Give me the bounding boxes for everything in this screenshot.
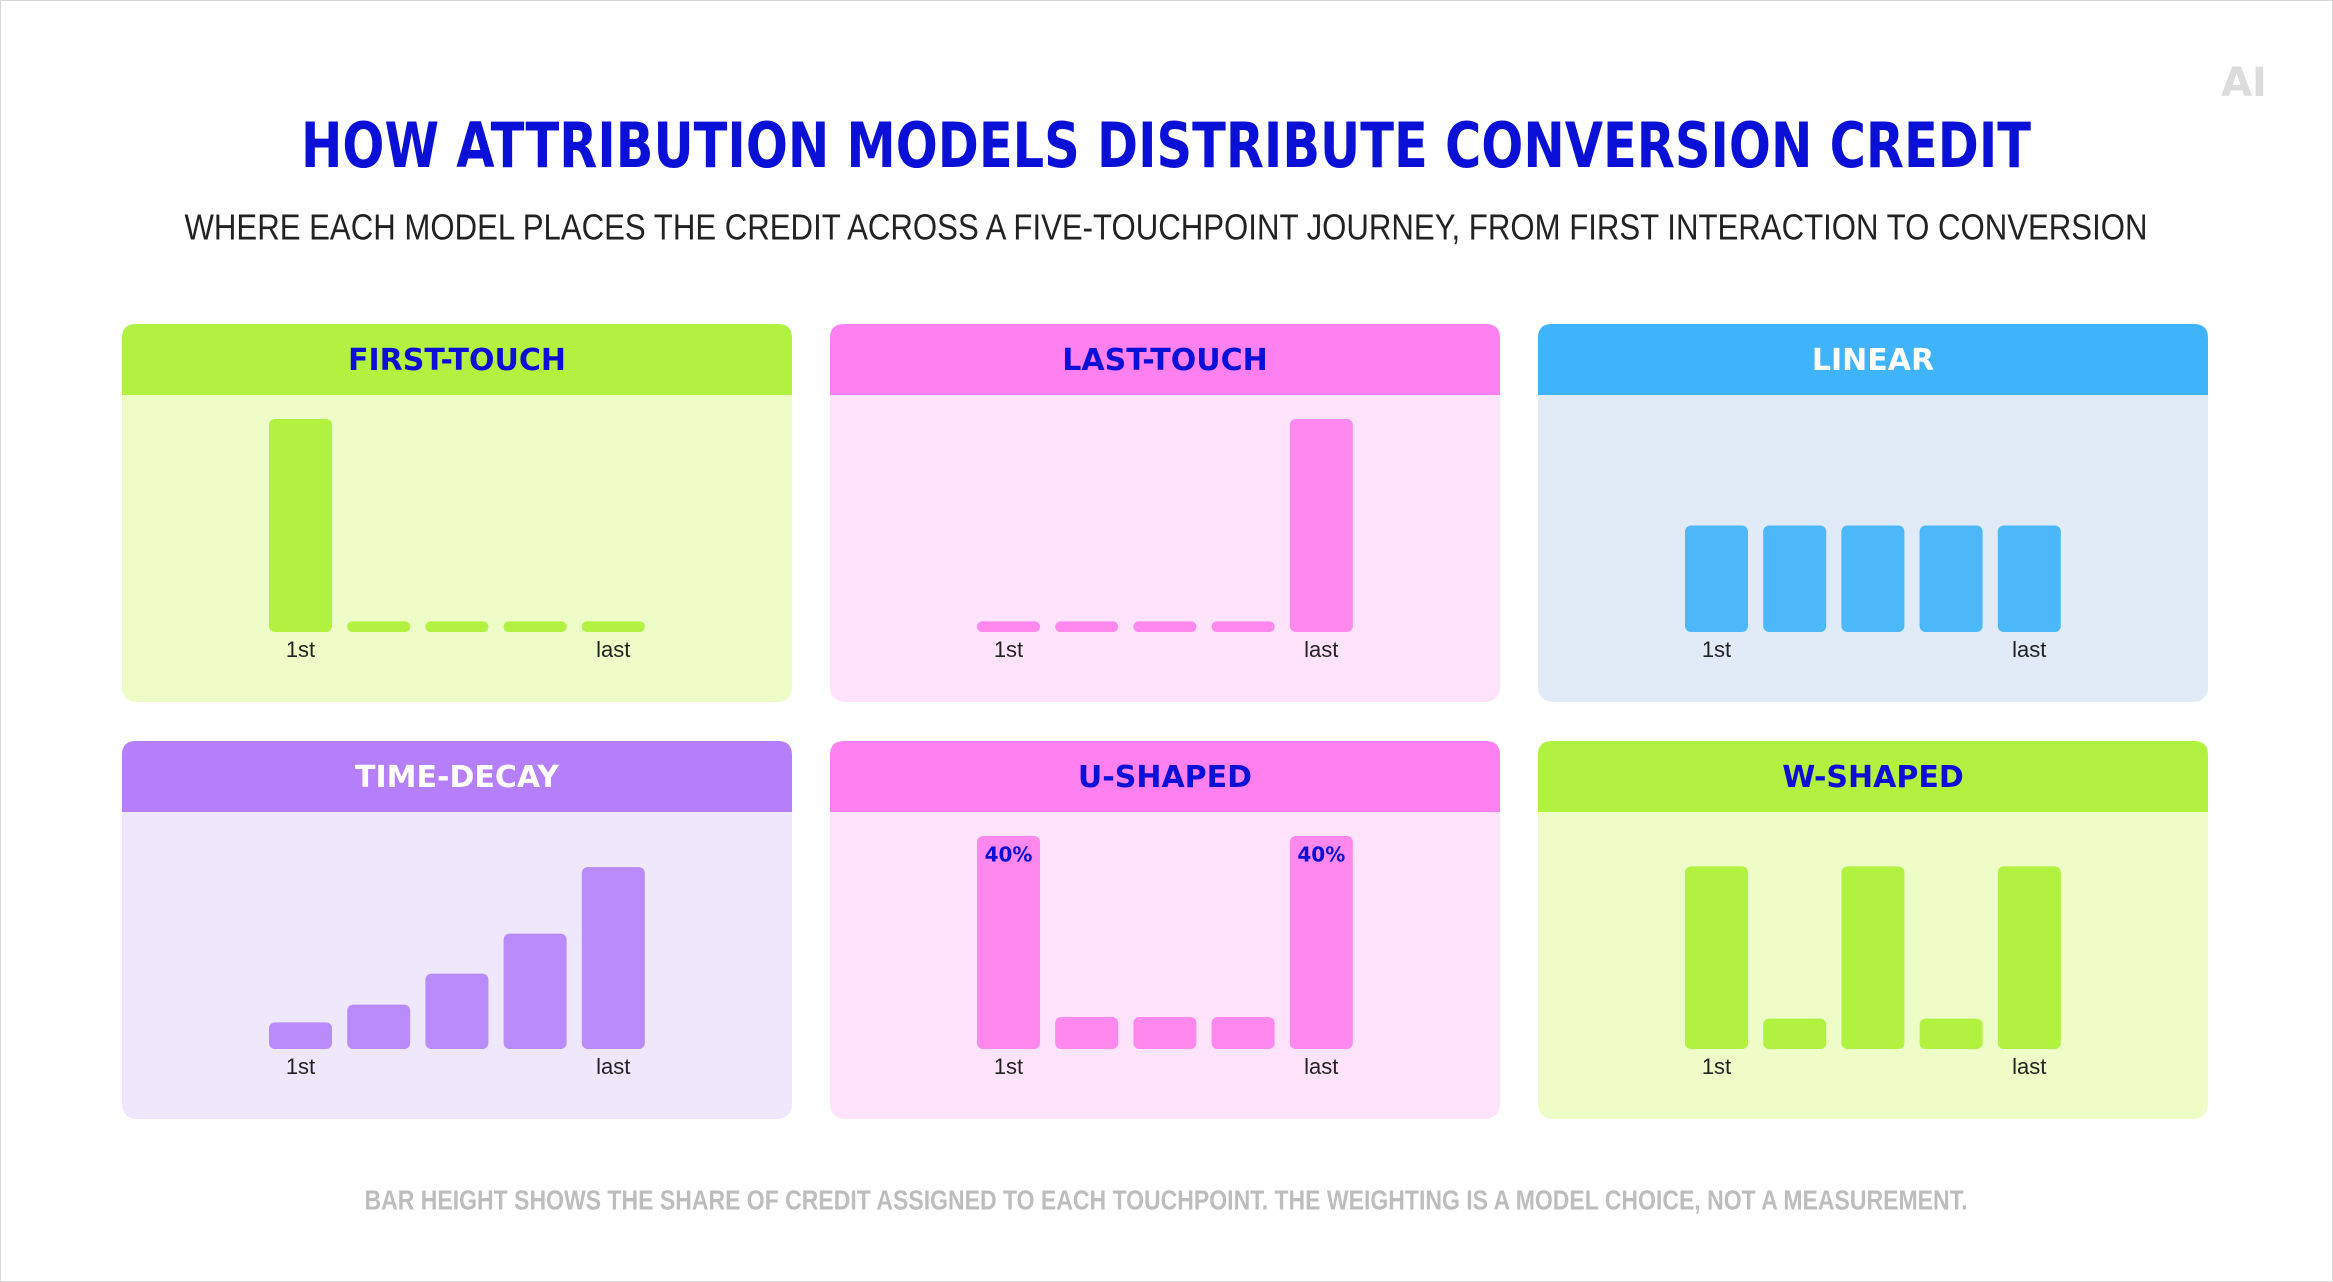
title: HOW ATTRIBUTION MODELS DISTRIBUTE CONVER… bbox=[301, 109, 2031, 182]
bar bbox=[1685, 525, 1748, 632]
bar bbox=[269, 1022, 332, 1049]
bar bbox=[1919, 1018, 1983, 1049]
bar bbox=[1997, 866, 2061, 1049]
bar bbox=[347, 621, 411, 632]
bar bbox=[581, 621, 645, 632]
bar bbox=[1133, 1017, 1197, 1049]
bar bbox=[977, 836, 1040, 1049]
panel-title: LINEAR bbox=[1812, 343, 1934, 378]
logo: AI bbox=[2221, 60, 2267, 106]
x-tick-label: 1st bbox=[994, 1054, 1023, 1079]
chart-panel: LINEAR 1st last bbox=[1538, 324, 2208, 702]
bar bbox=[503, 621, 567, 632]
panel-title: W-SHAPED bbox=[1782, 760, 1964, 795]
panel-header bbox=[830, 324, 1500, 395]
panel-header bbox=[830, 741, 1500, 812]
x-tick-label: 1st bbox=[1702, 1054, 1731, 1079]
footnote: BAR HEIGHT SHOWS THE SHARE OF CREDIT ASS… bbox=[365, 1184, 1968, 1215]
value-label: 40% bbox=[985, 843, 1033, 867]
bar bbox=[1919, 525, 1983, 632]
bar bbox=[425, 973, 489, 1049]
x-tick-label: 1st bbox=[286, 637, 315, 662]
panel-title: FIRST-TOUCH bbox=[348, 343, 566, 378]
panel-title: LAST-TOUCH bbox=[1062, 343, 1268, 378]
panel-header bbox=[1538, 324, 2208, 395]
bar bbox=[503, 933, 567, 1049]
bar bbox=[1841, 525, 1905, 632]
x-tick-label: last bbox=[1304, 637, 1338, 662]
x-tick-label: 1st bbox=[1702, 637, 1731, 662]
panel-title: TIME-DECAY bbox=[355, 760, 560, 795]
chart-panel: FIRST-TOUCH 1st last bbox=[122, 324, 792, 702]
subtitle: WHERE EACH MODEL PLACES THE CREDIT ACROS… bbox=[185, 207, 2148, 248]
chart-panel: U-SHAPED 40% 1st 40% last bbox=[830, 741, 1500, 1119]
bar bbox=[1841, 866, 1905, 1049]
x-tick-label: last bbox=[2012, 1054, 2046, 1079]
bar bbox=[1211, 621, 1275, 632]
bar bbox=[425, 621, 489, 632]
bar bbox=[1133, 621, 1197, 632]
bar bbox=[1289, 836, 1353, 1049]
bar bbox=[1289, 419, 1353, 632]
chart-panel: W-SHAPED 1st last bbox=[1538, 741, 2208, 1119]
x-tick-label: 1st bbox=[286, 1054, 315, 1079]
bar bbox=[269, 419, 332, 632]
bar bbox=[977, 621, 1040, 632]
bar bbox=[1997, 525, 2061, 632]
panel-header bbox=[1538, 741, 2208, 812]
x-tick-label: last bbox=[1304, 1054, 1338, 1079]
panel-title: U-SHAPED bbox=[1078, 760, 1252, 795]
bar bbox=[581, 867, 645, 1049]
bar bbox=[1055, 1017, 1119, 1049]
bar bbox=[1211, 1017, 1275, 1049]
bar bbox=[1763, 525, 1827, 632]
bar bbox=[1763, 1018, 1827, 1049]
bar bbox=[1685, 866, 1748, 1049]
panel-header bbox=[122, 741, 792, 812]
bar bbox=[347, 1004, 411, 1049]
chart-panel: LAST-TOUCH 1st last bbox=[830, 324, 1500, 702]
panel-header bbox=[122, 324, 792, 395]
bar bbox=[1055, 621, 1119, 632]
x-tick-label: last bbox=[596, 1054, 630, 1079]
x-tick-label: last bbox=[2012, 637, 2046, 662]
x-tick-label: last bbox=[596, 637, 630, 662]
x-tick-label: 1st bbox=[994, 637, 1023, 662]
chart-panel: TIME-DECAY 1st last bbox=[122, 741, 792, 1119]
value-label: 40% bbox=[1297, 843, 1345, 867]
